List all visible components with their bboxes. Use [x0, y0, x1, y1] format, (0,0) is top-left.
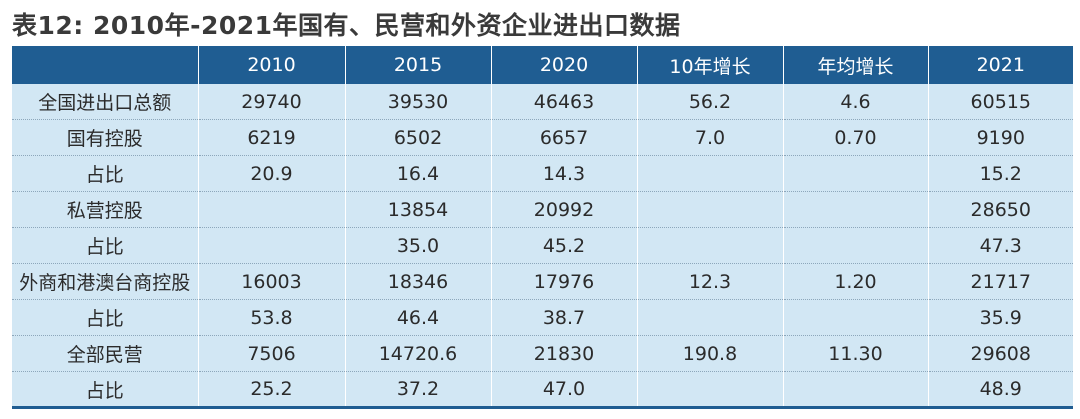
header-cell-2015: 2015 [344, 46, 491, 84]
table-cell: 18346 [344, 263, 491, 300]
table-row: 占比 35.0 45.2 47.3 [12, 227, 1073, 264]
table-row: 占比 20.9 16.4 14.3 15.2 [12, 155, 1073, 192]
table-cell: 14.3 [490, 155, 637, 192]
table-cell [782, 155, 928, 192]
table-cell: 11.30 [782, 335, 928, 372]
table-cell [197, 227, 345, 264]
table-cell: 13854 [344, 191, 491, 228]
table-cell: 4.6 [782, 84, 928, 120]
table-cell [782, 299, 928, 336]
header-cell-annual-growth: 年均增长 [782, 46, 928, 84]
table-cell: 20992 [490, 191, 637, 228]
table-cell: 1.20 [782, 263, 928, 300]
data-table: 2010 2015 2020 10年增长 年均增长 2021 全国进出口总额 2… [12, 46, 1073, 409]
table-cell: 35.0 [344, 227, 491, 264]
row-label: 占比 [12, 371, 198, 409]
table-cell: 48.9 [927, 371, 1073, 409]
table-title: 表12: 2010年-2021年国有、民营和外资企业进出口数据 [12, 11, 681, 40]
table-cell: 20.9 [197, 155, 345, 192]
table-cell: 6657 [490, 119, 637, 156]
table-cell: 190.8 [636, 335, 783, 372]
table-cell: 29608 [927, 335, 1073, 372]
table-cell: 21830 [490, 335, 637, 372]
row-label: 私营控股 [12, 191, 198, 228]
row-label: 全部民营 [12, 335, 198, 372]
table-cell [636, 371, 783, 409]
header-cell-2010: 2010 [197, 46, 345, 84]
header-cell-10yr-growth: 10年增长 [636, 46, 783, 84]
table-cell: 29740 [197, 84, 345, 120]
table-cell: 37.2 [344, 371, 491, 409]
header-cell-row-label [12, 46, 198, 84]
table-cell: 45.2 [490, 227, 637, 264]
table-cell [636, 227, 783, 264]
table-cell: 39530 [344, 84, 491, 120]
table-cell [636, 191, 783, 228]
table-cell: 28650 [927, 191, 1073, 228]
table-row: 国有控股 6219 6502 6657 7.0 0.70 9190 [12, 119, 1073, 156]
table-cell: 7.0 [636, 119, 783, 156]
table-cell: 12.3 [636, 263, 783, 300]
table-cell: 56.2 [636, 84, 783, 120]
table-cell [197, 191, 345, 228]
row-label: 国有控股 [12, 119, 198, 156]
table-cell [636, 155, 783, 192]
header-row: 2010 2015 2020 10年增长 年均增长 2021 [12, 46, 1073, 84]
table-cell: 7506 [197, 335, 345, 372]
header-cell-2021: 2021 [927, 46, 1073, 84]
table-cell: 47.3 [927, 227, 1073, 264]
table-cell: 46.4 [344, 299, 491, 336]
table-cell: 46463 [490, 84, 637, 120]
table-cell [782, 227, 928, 264]
table-row: 外商和港澳台商控股 16003 18346 17976 12.3 1.20 21… [12, 263, 1073, 300]
table-cell: 53.8 [197, 299, 345, 336]
table-row: 私营控股 13854 20992 28650 [12, 191, 1073, 228]
table-cell [636, 299, 783, 336]
table-cell: 6502 [344, 119, 491, 156]
row-label: 占比 [12, 227, 198, 264]
table-row: 占比 25.2 37.2 47.0 48.9 [12, 371, 1073, 409]
table-cell: 21717 [927, 263, 1073, 300]
table-cell: 15.2 [927, 155, 1073, 192]
row-label: 全国进出口总额 [12, 84, 198, 120]
table-cell [782, 191, 928, 228]
table-row: 全国进出口总额 29740 39530 46463 56.2 4.6 60515 [12, 84, 1073, 120]
table-cell: 35.9 [927, 299, 1073, 336]
table-cell: 16.4 [344, 155, 491, 192]
table-cell: 9190 [927, 119, 1073, 156]
table-cell: 25.2 [197, 371, 345, 409]
table-cell: 47.0 [490, 371, 637, 409]
table-cell: 38.7 [490, 299, 637, 336]
row-label: 占比 [12, 299, 198, 336]
table-cell [782, 371, 928, 409]
table-cell: 14720.6 [344, 335, 491, 372]
table-row: 全部民营 7506 14720.6 21830 190.8 11.30 2960… [12, 335, 1073, 372]
header-cell-2020: 2020 [490, 46, 637, 84]
table-cell: 60515 [927, 84, 1073, 120]
row-label: 占比 [12, 155, 198, 192]
table-cell: 6219 [197, 119, 345, 156]
table-row: 占比 53.8 46.4 38.7 35.9 [12, 299, 1073, 336]
table-cell: 17976 [490, 263, 637, 300]
row-label: 外商和港澳台商控股 [12, 263, 198, 300]
table-cell: 0.70 [782, 119, 928, 156]
table-cell: 16003 [197, 263, 345, 300]
